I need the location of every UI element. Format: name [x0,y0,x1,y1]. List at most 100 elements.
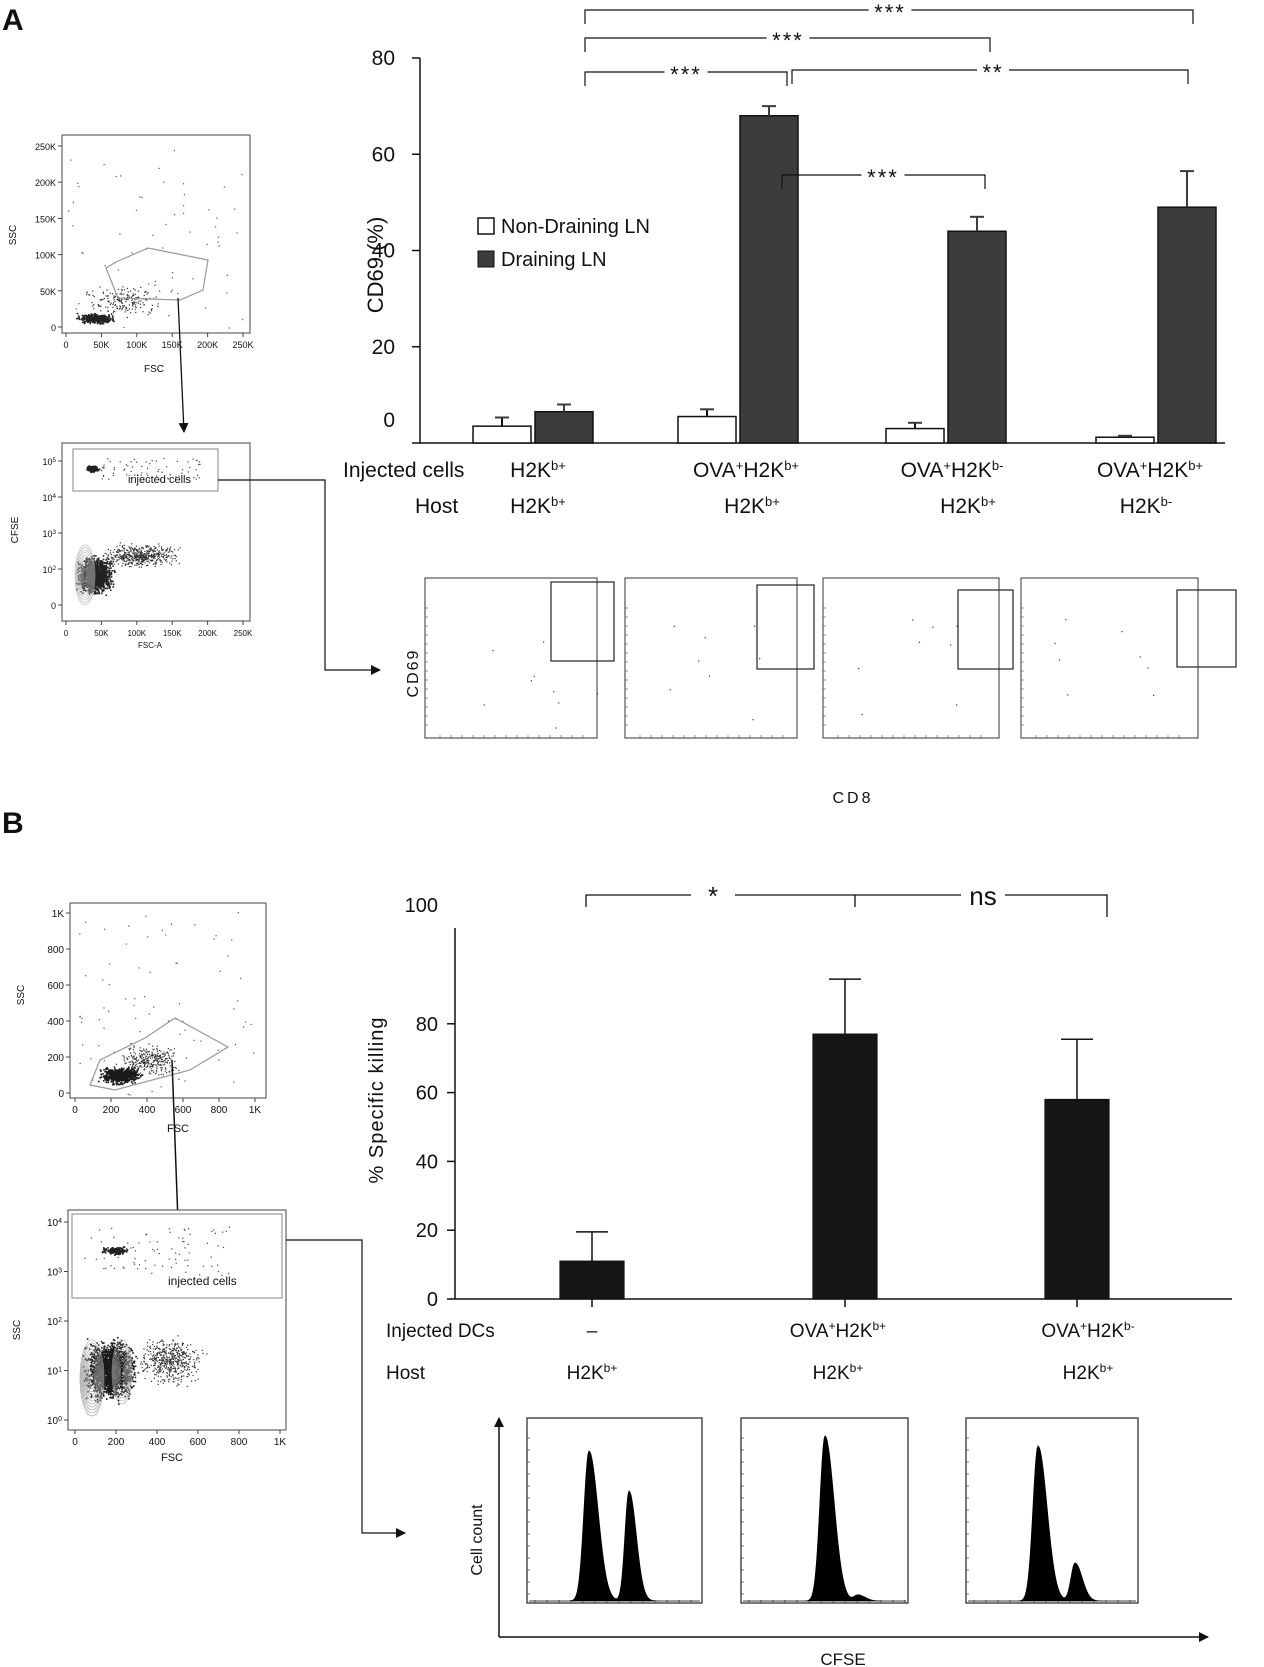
dot [123,1056,125,1058]
dot [103,568,106,570]
dot [148,1051,150,1053]
dot [111,1079,113,1081]
dot [109,586,111,589]
dot [86,558,89,561]
dot [90,1058,92,1060]
dot [128,308,130,310]
dot [210,1256,212,1258]
dot [115,1069,117,1071]
category-host-label: H2Kb+ [940,494,996,519]
dot [95,582,97,585]
dot [131,1082,134,1085]
dot [152,1049,154,1051]
dot [99,587,102,590]
dot [124,1062,126,1065]
dot [115,1082,118,1084]
dot [140,558,142,560]
dot [138,1073,140,1076]
dot [128,562,130,564]
dot [81,321,84,324]
dot [108,320,111,322]
dot [79,1062,81,1065]
x-ticks: 0 50K 100K 150K 200K 250K [64,621,253,638]
dot [87,576,90,578]
density-contour [77,552,93,598]
dot [156,1057,158,1059]
dot [83,316,86,318]
dot [170,923,172,925]
dot [123,1246,126,1248]
dot [124,1070,126,1073]
dot [134,1376,137,1379]
dot [148,283,150,285]
dot [193,477,195,479]
dot [129,290,132,292]
dot [82,252,84,254]
dot [167,1054,170,1056]
dot [100,592,103,595]
dot [82,580,85,582]
dot [159,290,161,292]
dot [97,574,100,576]
dot [144,550,146,552]
dot [91,319,94,322]
dot [137,559,139,561]
dot [123,544,125,547]
dot [90,318,93,320]
dot [146,1053,149,1056]
dot [89,468,92,471]
dot [95,1258,97,1260]
dot [121,545,124,547]
dot [108,571,111,573]
y-tick-label: 150K [35,214,56,224]
dot [111,1349,114,1352]
dot [140,1050,142,1052]
dot [84,1347,86,1350]
dot [141,554,144,556]
dot [194,924,196,926]
dot [117,549,119,551]
dot [96,316,98,318]
dot [160,1060,162,1063]
dot [116,549,119,552]
dot [178,1069,180,1072]
dot [139,1056,142,1058]
dot [100,299,102,301]
dot [187,1228,190,1230]
dot [125,549,128,551]
dot [135,562,138,565]
dot [102,577,105,580]
dot [139,553,141,555]
dot [105,1392,108,1394]
dot [156,1067,158,1070]
dot [107,310,110,312]
dot [142,548,144,550]
dot [128,1078,130,1081]
dot [217,1049,219,1051]
dot [94,467,97,469]
dot [103,1007,105,1009]
dot [143,560,145,562]
dot [72,201,75,203]
dot [115,1251,117,1254]
dot [96,563,98,566]
dot [171,1248,173,1250]
dot [154,1264,156,1266]
dot [101,478,103,480]
dot [101,576,104,579]
dot [93,592,95,595]
dot [155,296,157,298]
dot [88,320,91,323]
dot [113,549,116,551]
dot [129,312,132,314]
dot [94,469,97,472]
dot [151,1054,153,1056]
dot [118,549,121,552]
dot [102,1073,104,1075]
dot [174,1060,176,1062]
dot [109,292,111,294]
dot [97,578,100,581]
dot [127,553,129,556]
dot [134,548,136,550]
